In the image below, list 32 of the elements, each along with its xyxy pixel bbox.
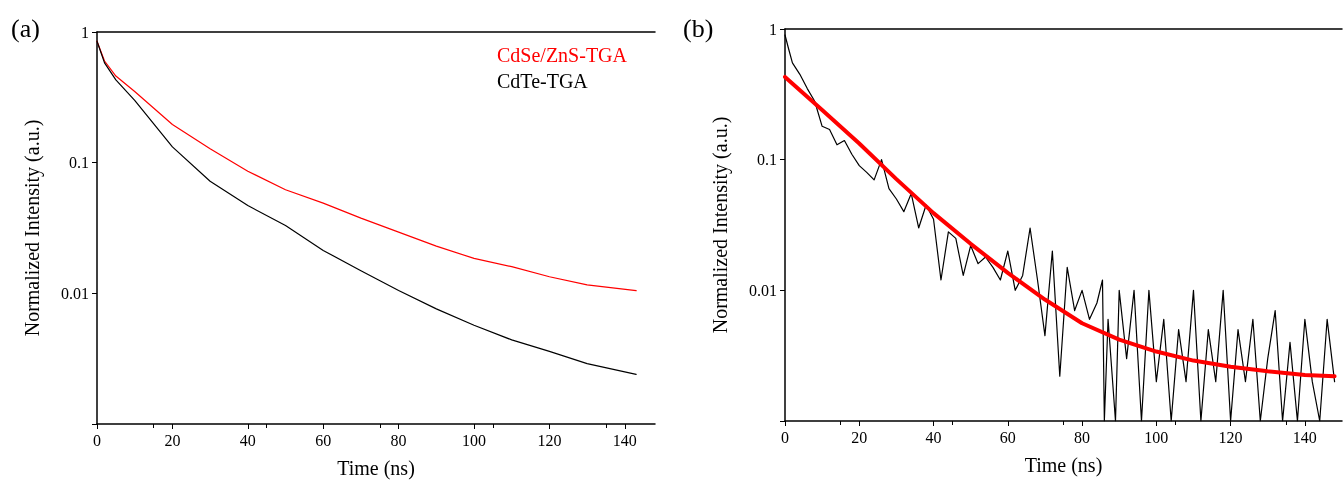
y-tick-label: 0.01 (749, 281, 777, 299)
x-tick-label: 40 (239, 431, 256, 449)
x-tick-label: 80 (390, 431, 407, 449)
chart-title: (b) (683, 13, 714, 43)
y-axis-title: Normalized Intensity (a.u.) (709, 116, 732, 334)
x-axis-title: Time (ns) (337, 457, 415, 480)
x-tick-label: 60 (315, 431, 332, 449)
y-tick-label: 0.1 (69, 154, 89, 172)
y-tick-label: 0.1 (757, 151, 777, 169)
x-tick-label: 120 (537, 431, 562, 449)
y-tick-label: 1 (81, 23, 89, 41)
text: CdTe-TGA (497, 70, 589, 92)
x-tick-label: 40 (925, 428, 942, 446)
x-axis-title: Time (ns) (1024, 454, 1103, 477)
y-tick-label: 1 (769, 20, 777, 38)
x-tick-label: 60 (999, 428, 1016, 446)
x-tick-label: 20 (851, 428, 868, 446)
x-tick-label: 100 (462, 431, 487, 449)
x-tick-label: 80 (1074, 428, 1091, 446)
x-tick-label: 140 (1292, 428, 1317, 446)
x-tick-label: 140 (612, 431, 637, 449)
y-axis-title: Normalized Intensity (a.u.) (21, 119, 44, 337)
text: CdSe/ZnS-TGA (497, 44, 628, 66)
x-tick-label: 0 (781, 428, 789, 446)
line-series (783, 74, 1337, 379)
x-tick-label: 120 (1218, 428, 1243, 446)
x-tick-label: 0 (93, 431, 101, 449)
x-tick-label: 20 (164, 431, 181, 449)
y-tick-label: 0.01 (61, 284, 89, 302)
chart-title: (a) (11, 13, 40, 43)
line-series (96, 40, 637, 292)
x-tick-label: 100 (1144, 428, 1169, 446)
